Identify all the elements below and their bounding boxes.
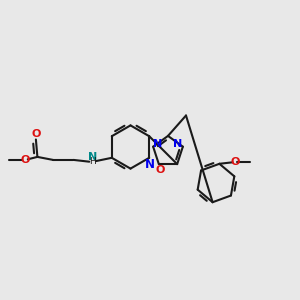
Text: O: O <box>20 155 29 165</box>
Text: N: N <box>173 139 183 149</box>
Text: N: N <box>153 139 163 149</box>
Text: O: O <box>156 165 165 175</box>
Text: N: N <box>88 152 97 163</box>
Text: H: H <box>89 158 96 166</box>
Text: O: O <box>31 129 40 139</box>
Text: O: O <box>230 157 240 167</box>
Text: N: N <box>145 158 155 171</box>
